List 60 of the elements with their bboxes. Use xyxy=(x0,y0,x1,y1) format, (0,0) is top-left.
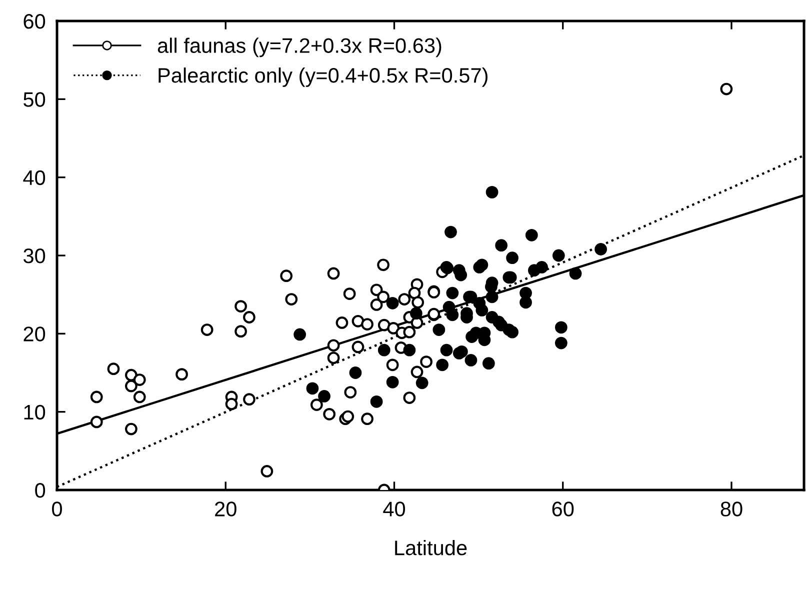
y-tick-label: 10 xyxy=(24,404,46,420)
point xyxy=(720,82,733,96)
point xyxy=(377,290,390,304)
x-tick-label: 40 xyxy=(383,502,406,516)
y-tick-label: 50 xyxy=(24,92,46,107)
y-tick-label: 20 xyxy=(24,326,46,342)
x-tick-label: 80 xyxy=(720,502,742,516)
point xyxy=(377,258,390,272)
y-tick-label: 0 xyxy=(35,483,46,498)
point xyxy=(343,288,356,300)
legend-label: all faunas (y=7.2+0.3x R=0.63) xyxy=(158,38,442,58)
point xyxy=(176,368,188,381)
point xyxy=(280,270,293,282)
y-tick-label: 60 xyxy=(24,14,46,29)
point xyxy=(234,325,247,338)
point xyxy=(378,318,390,332)
point xyxy=(344,386,357,398)
point xyxy=(370,284,383,296)
point xyxy=(323,408,336,420)
legend-label: Palearctic only (y=0.4+0.5x R=0.57) xyxy=(158,68,488,87)
point xyxy=(408,286,421,300)
point xyxy=(336,316,348,329)
point xyxy=(361,318,374,330)
x-tick-label: 20 xyxy=(215,502,236,516)
point xyxy=(133,374,146,386)
point xyxy=(327,339,340,352)
point xyxy=(410,366,424,378)
point xyxy=(225,398,238,410)
point xyxy=(386,358,399,372)
point xyxy=(200,324,214,336)
point xyxy=(342,410,354,423)
point xyxy=(243,393,256,406)
point xyxy=(387,322,400,334)
point xyxy=(403,392,416,404)
x-axis-title: Latitude xyxy=(395,540,467,556)
point xyxy=(327,352,340,364)
point xyxy=(243,311,256,324)
x-tick-label: 60 xyxy=(552,502,574,516)
point xyxy=(412,296,424,309)
point xyxy=(420,356,432,368)
point xyxy=(403,326,416,338)
point xyxy=(107,362,120,376)
point xyxy=(398,293,411,306)
point xyxy=(260,465,274,478)
point xyxy=(352,340,364,354)
point xyxy=(125,380,138,392)
point xyxy=(310,398,323,411)
y-tick-label: 30 xyxy=(24,248,46,264)
point xyxy=(352,314,364,328)
point xyxy=(285,293,298,306)
x-tick-label: 0 xyxy=(52,502,62,516)
point xyxy=(90,390,103,404)
y-tick-label: 40 xyxy=(23,170,46,186)
point xyxy=(133,390,146,404)
point xyxy=(90,416,103,428)
point xyxy=(234,300,247,313)
point xyxy=(125,422,138,436)
point xyxy=(370,298,383,311)
point xyxy=(361,412,374,426)
point xyxy=(327,267,340,280)
